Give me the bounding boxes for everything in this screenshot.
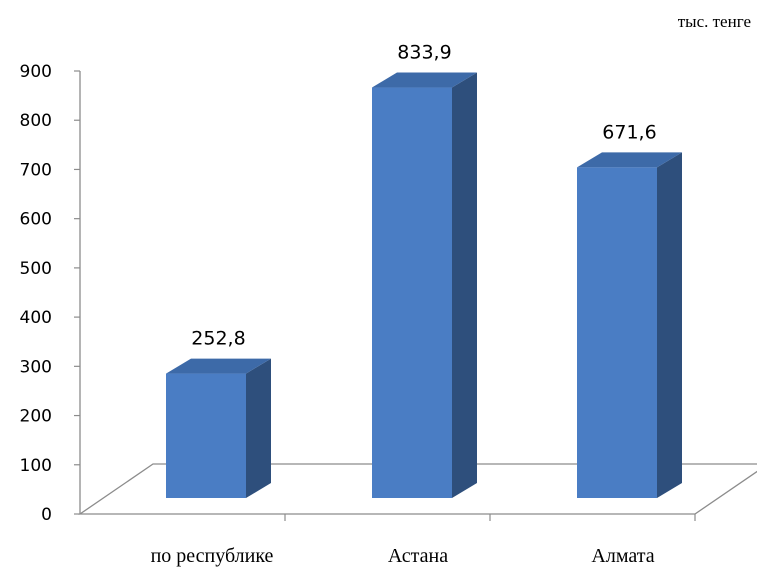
axis-layer: 0 100 200 300 400 500 600 700 800 900 <box>20 62 757 525</box>
bar <box>372 72 477 498</box>
data-label: 833,9 <box>397 42 451 64</box>
bar-side-face <box>657 152 682 498</box>
bar <box>577 152 682 498</box>
unit-label: тыс. тенге <box>677 12 751 31</box>
y-tick-label: 300 <box>20 357 52 377</box>
bar-front-face <box>166 373 246 498</box>
bar-side-face <box>246 358 271 498</box>
x-category-label: Алмата <box>591 545 654 567</box>
bar-top-face <box>577 152 682 168</box>
bars-layer <box>166 72 682 498</box>
y-tick-label: 600 <box>20 210 52 230</box>
y-tick-label: 0 <box>41 505 52 525</box>
y-tick-label: 700 <box>20 160 52 180</box>
labels-layer: 252,8 по республике 833,9 Астана 671,6 Алмата <box>151 42 657 567</box>
bar <box>166 358 271 498</box>
y-tick-label: 400 <box>20 308 52 328</box>
data-label: 252,8 <box>191 328 245 350</box>
y-tick-label: 900 <box>20 62 52 82</box>
y-tick-label: 200 <box>20 407 52 427</box>
x-category-label: Астана <box>388 545 448 567</box>
bar-side-face <box>452 72 477 498</box>
y-tick-label: 100 <box>20 456 52 476</box>
data-label: 671,6 <box>602 121 656 143</box>
bar-top-face <box>166 358 271 374</box>
y-tick-label: 500 <box>20 259 52 279</box>
bar-top-face <box>372 72 477 88</box>
bar-front-face <box>577 167 657 498</box>
bar-front-face <box>372 87 452 498</box>
x-category-label: по республике <box>151 545 274 567</box>
y-tick-label: 800 <box>20 111 52 131</box>
